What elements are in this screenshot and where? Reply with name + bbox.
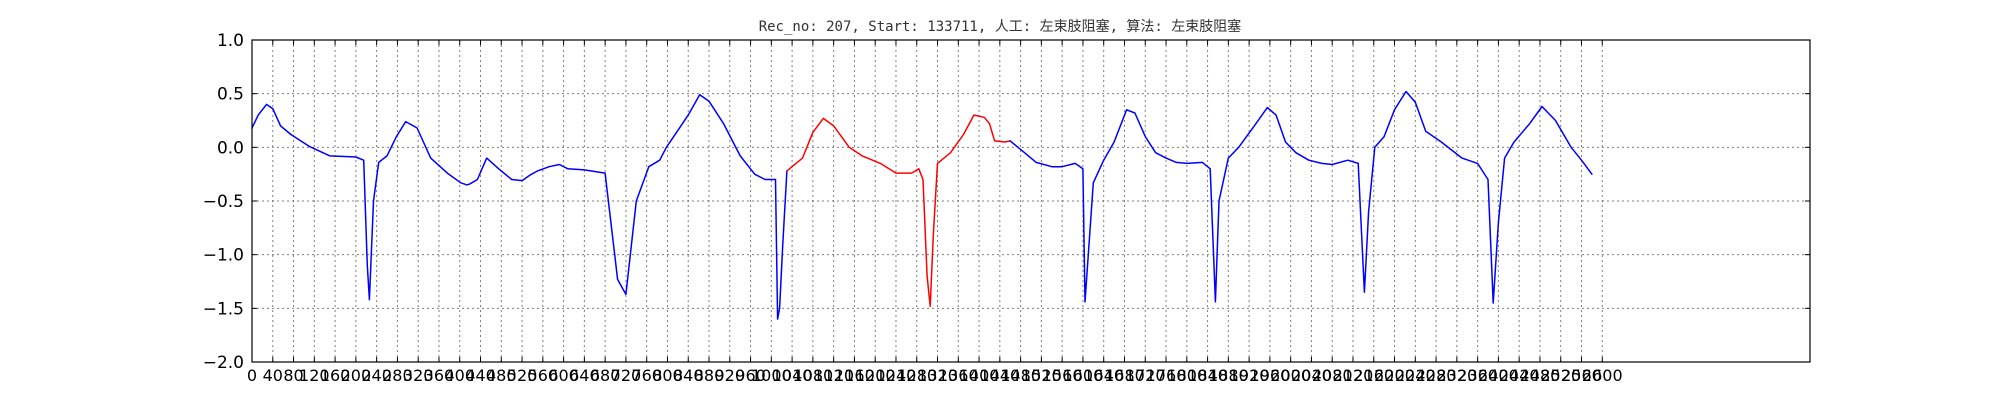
x-tick-label: 280 <box>382 366 413 385</box>
chart-title: Rec_no: 207, Start: 133711, 人工: 左束肢阻塞, 算… <box>759 18 1242 35</box>
x-tick-label: 1120 <box>813 366 854 385</box>
x-tick-label: 880 <box>694 366 725 385</box>
x-tick-label: 2320 <box>1436 366 1477 385</box>
ecg-segment <box>1331 90 1593 304</box>
x-tick-label: 2400 <box>1478 366 1519 385</box>
x-tick-label: 1680 <box>1104 366 1145 385</box>
ecg-segment <box>251 103 523 301</box>
x-tick-label: 1560 <box>1042 366 1083 385</box>
x-tick-label: 320 <box>403 366 434 385</box>
x-tick-label: 2200 <box>1374 366 1415 385</box>
x-tick-label: 1480 <box>1000 366 1041 385</box>
x-tick-label: 520 <box>507 366 538 385</box>
x-tick-label: 920 <box>715 366 746 385</box>
x-tick-label: 1440 <box>979 366 1020 385</box>
x-tick-label: 1080 <box>793 366 834 385</box>
x-tick-label: 1240 <box>876 366 917 385</box>
x-tick-label: 800 <box>652 366 683 385</box>
y-tick-label: −2.0 <box>203 353 244 373</box>
x-tick-label: 2480 <box>1520 366 1561 385</box>
x-tick-label: 2440 <box>1499 366 1540 385</box>
x-tick-label: 360 <box>424 366 455 385</box>
x-tick-label: 960 <box>735 366 766 385</box>
ecg-segment <box>1009 106 1333 303</box>
x-tick-label: 1400 <box>959 366 1000 385</box>
x-tick-label: 1840 <box>1187 366 1228 385</box>
x-tick-label: 1720 <box>1125 366 1166 385</box>
y-tick-label: 0.5 <box>217 85 244 105</box>
x-tick-label: 2000 <box>1270 366 1311 385</box>
x-tick-label: 2360 <box>1457 366 1498 385</box>
x-tick-label: 680 <box>590 366 621 385</box>
x-tick-label: 0 <box>247 366 257 385</box>
x-tick-label: 1360 <box>938 366 979 385</box>
ecg-traces <box>251 90 1593 320</box>
x-tick-label: 440 <box>465 366 496 385</box>
x-tick-label: 2160 <box>1353 366 1394 385</box>
y-tick-label: −0.5 <box>203 192 244 212</box>
x-tick-label: 1280 <box>896 366 937 385</box>
x-tick-label: 1880 <box>1208 366 1249 385</box>
x-tick-label: 1640 <box>1083 366 1124 385</box>
plot-frame <box>251 39 1811 363</box>
x-tick-label: 1320 <box>917 366 958 385</box>
x-tick-label: 480 <box>486 366 517 385</box>
x-tick-label: 720 <box>611 366 642 385</box>
x-tick-label: 40 <box>263 366 283 385</box>
x-tick-label: 80 <box>283 366 303 385</box>
x-tick-label: 2520 <box>1540 366 1581 385</box>
x-tick-label: 240 <box>361 366 392 385</box>
x-tick-label: 2120 <box>1333 366 1374 385</box>
x-tick-label: 1200 <box>855 366 896 385</box>
x-tick-label: 1800 <box>1166 366 1207 385</box>
x-tick-label: 2080 <box>1312 366 1353 385</box>
grid-lines <box>252 40 1810 362</box>
x-tick-label: 760 <box>631 366 662 385</box>
x-tick-label: 1160 <box>834 366 875 385</box>
x-tick-label: 560 <box>528 366 559 385</box>
x-tick-label: 400 <box>444 366 475 385</box>
x-tick-label: 200 <box>341 366 372 385</box>
x-tick-label: 640 <box>569 366 600 385</box>
x-tick-label: 2040 <box>1291 366 1332 385</box>
x-tick-label: 2280 <box>1416 366 1457 385</box>
x-tick-label: 1760 <box>1146 366 1187 385</box>
x-tick-label: 1040 <box>772 366 813 385</box>
ecg-segment-highlighted <box>879 114 1011 307</box>
x-tick-label: 2600 <box>1582 366 1623 385</box>
x-tick-label: 1920 <box>1229 366 1270 385</box>
ecg-segment <box>521 93 788 320</box>
y-axis-ticks: 1.0 0.5 0.0 −0.5 −1.0 −1.5 −2.0 <box>203 31 1810 373</box>
x-tick-label: 840 <box>673 366 704 385</box>
x-tick-label: 1000 <box>751 366 792 385</box>
x-tick-label: 2560 <box>1561 366 1602 385</box>
x-tick-label: 160 <box>320 366 351 385</box>
y-tick-label: −1.5 <box>203 299 244 319</box>
x-tick-label: 1520 <box>1021 366 1062 385</box>
y-tick-label: 0.0 <box>217 138 244 158</box>
x-tick-label: 1960 <box>1250 366 1291 385</box>
x-tick-label: 600 <box>548 366 579 385</box>
x-axis-ticks: 0 40 8012016020024028032036040044048052056… <box>247 40 1623 385</box>
x-tick-label: 2240 <box>1395 366 1436 385</box>
ecg-segment-highlighted <box>786 117 882 172</box>
x-tick-label: 120 <box>299 366 330 385</box>
y-tick-label: 1.0 <box>217 31 244 51</box>
y-tick-label: −1.0 <box>203 246 244 266</box>
x-tick-label: 1600 <box>1063 366 1104 385</box>
